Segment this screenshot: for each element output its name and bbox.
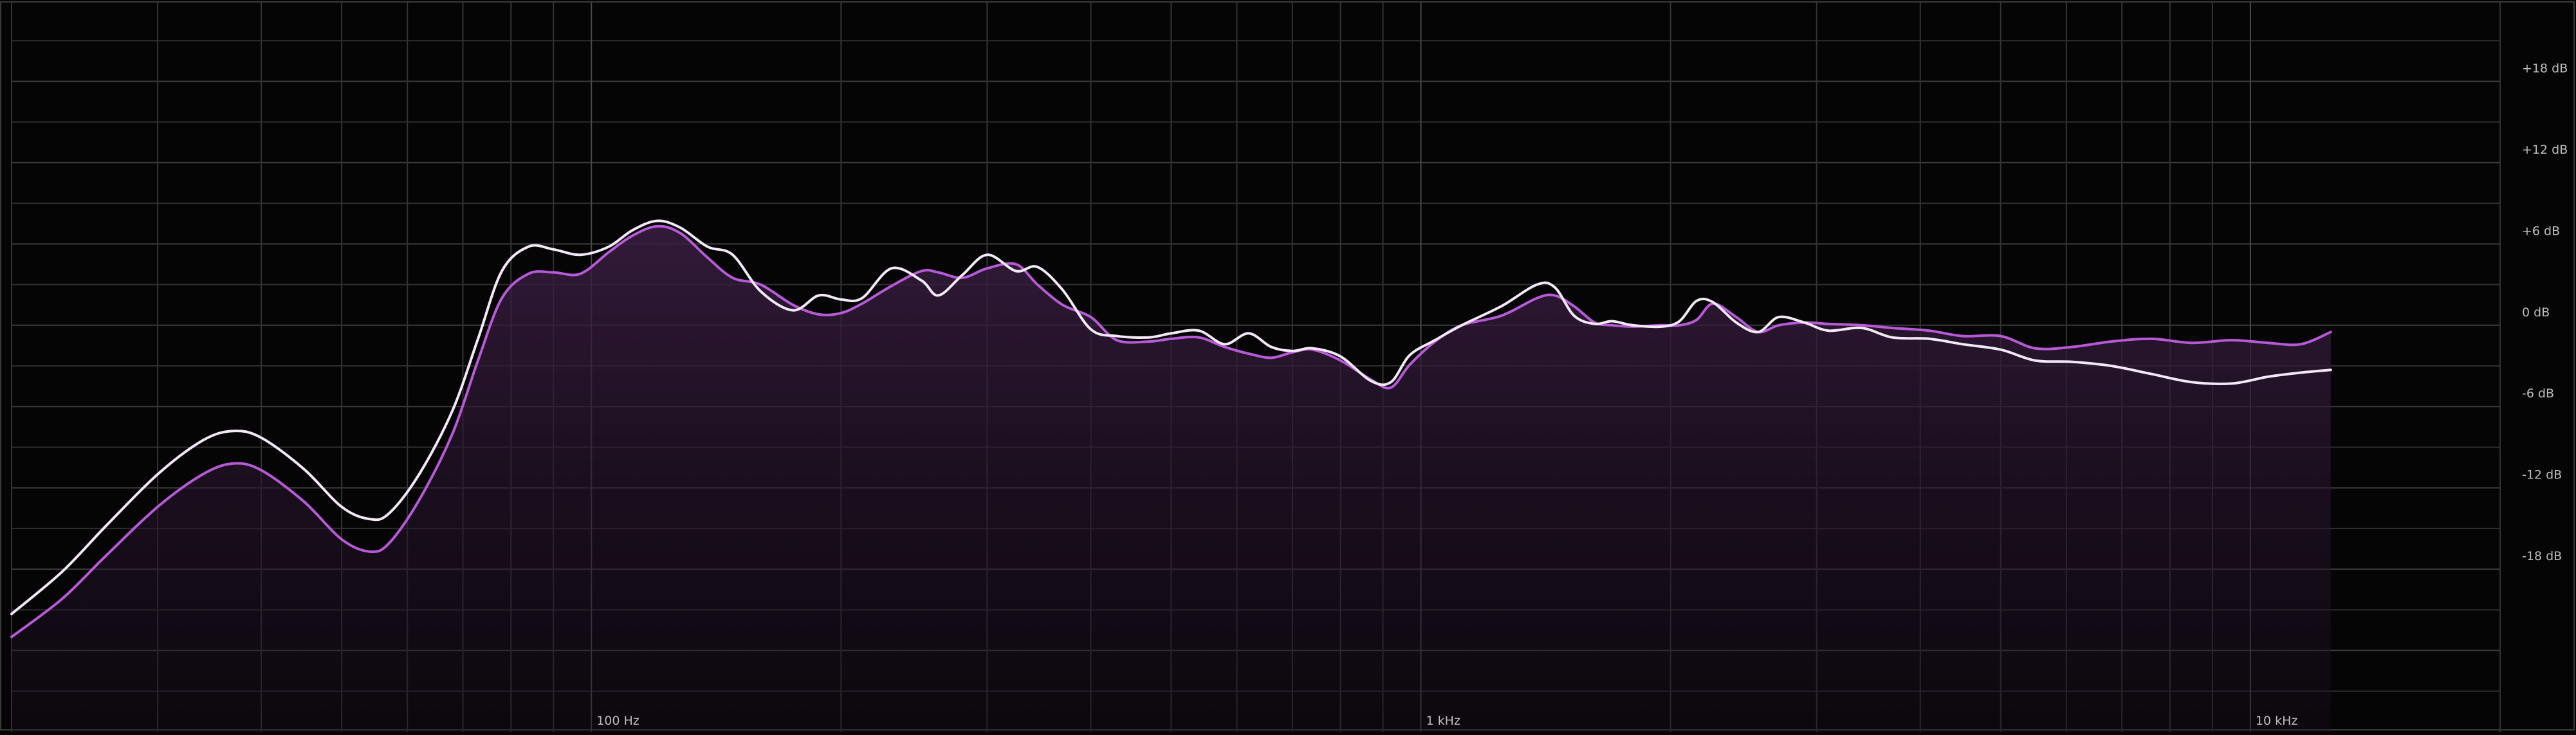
y-tick-label: +6 dB [2522, 224, 2560, 238]
x-tick-label: 1 kHz [1426, 714, 1460, 728]
series-lines [10, 219, 2332, 639]
series-0-line [10, 219, 2332, 615]
y-tick-label: -12 dB [2522, 468, 2562, 482]
y-tick-label: -6 dB [2522, 386, 2554, 401]
y-tick-label: 0 dB [2522, 305, 2550, 320]
y-tick-label: +18 dB [2522, 61, 2568, 75]
x-tick-label: 10 kHz [2256, 714, 2298, 728]
series-1-line [10, 224, 2332, 639]
y-tick-label: -18 dB [2522, 549, 2562, 563]
y-tick-label: +12 dB [2522, 143, 2568, 157]
axis-labels: +18 dB +12 dB +6 dB 0 dB -6 dB -12 dB -18 dB 10… [596, 61, 2568, 728]
series-1-fill [12, 226, 2331, 732]
spectrum-fill [12, 226, 2331, 732]
x-tick-label: 100 Hz [596, 714, 639, 728]
